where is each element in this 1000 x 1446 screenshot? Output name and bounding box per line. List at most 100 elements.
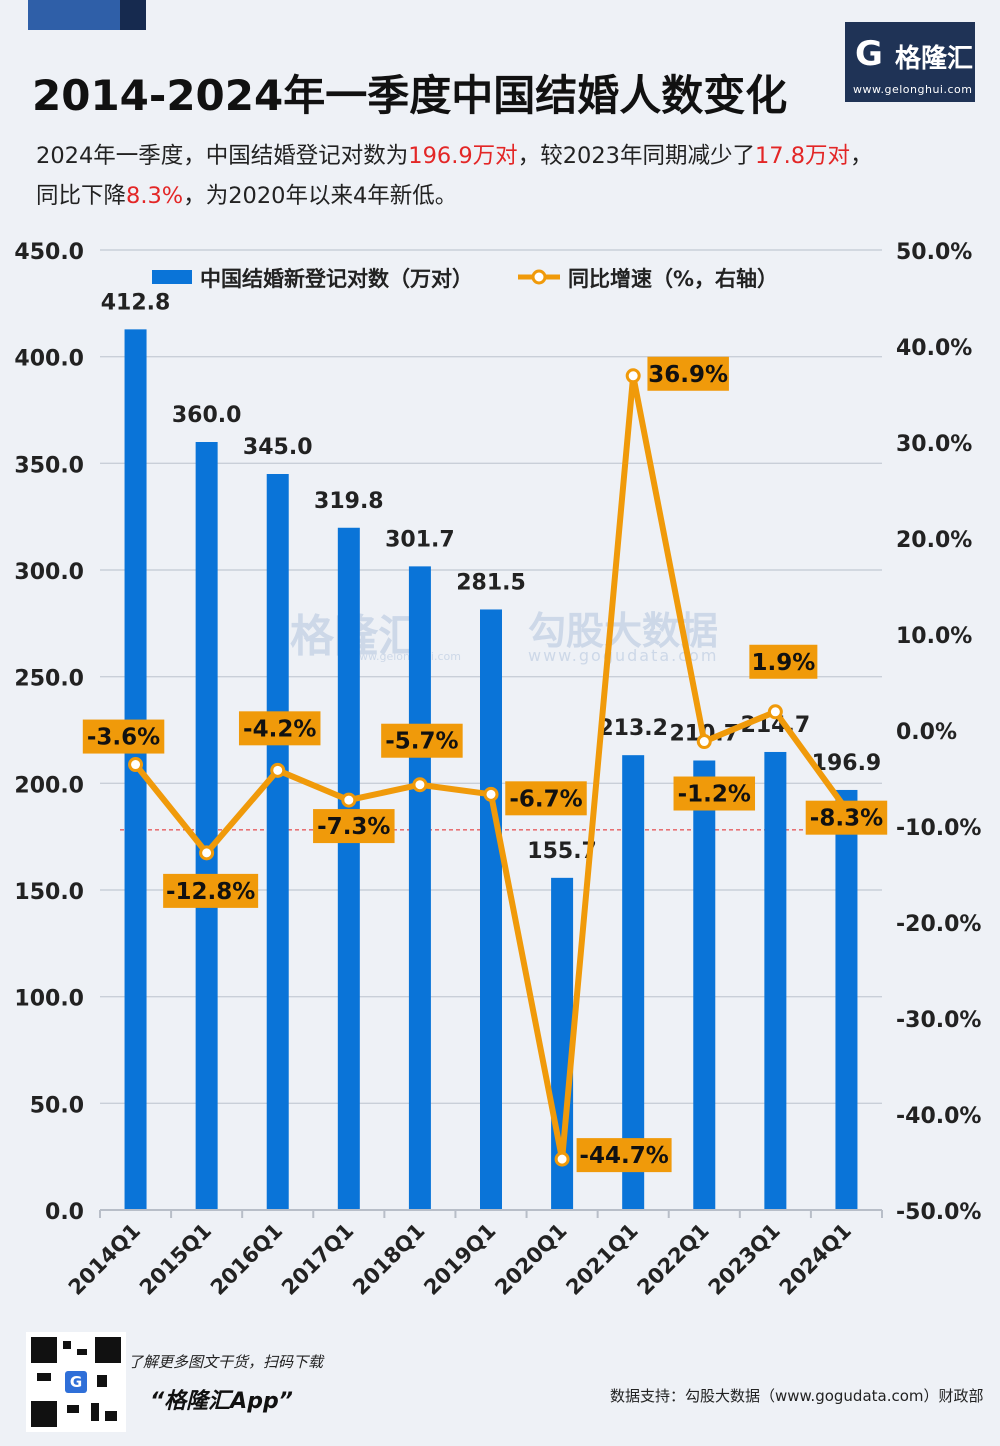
bar (622, 755, 645, 1210)
subtitle: 2024年一季度，中国结婚登记对数为196.9万对，较2023年同期减少了17.… (36, 136, 966, 216)
qr-module (91, 1403, 99, 1421)
line-value-label: -12.8% (166, 879, 255, 905)
x-tick-label: 2018Q1 (348, 1219, 429, 1300)
qr-module (63, 1341, 71, 1349)
legend: 中国结婚新登记对数（万对） 同比增速（%，右轴） (152, 267, 778, 291)
left-tick-label: 350.0 (14, 453, 84, 478)
bar-value-label: 412.8 (101, 290, 171, 315)
right-tick-label: -20.0% (896, 912, 981, 937)
bar (764, 751, 787, 1210)
bar-value-label: 301.7 (385, 527, 455, 552)
bar (337, 527, 360, 1210)
qr-finder (31, 1337, 57, 1363)
left-tick-label: 150.0 (14, 880, 84, 905)
line-label-box (805, 800, 888, 835)
subtitle-text: ，为2020年以来4年新低。 (183, 183, 458, 209)
line-value-label: 36.9% (648, 362, 728, 388)
bar-series (124, 329, 858, 1210)
subtitle-highlight: 8.3% (126, 183, 184, 209)
right-tick-label: 0.0% (896, 720, 957, 745)
line-label-box (313, 809, 395, 844)
right-tick-label: 50.0% (896, 240, 972, 265)
bar (195, 442, 218, 1210)
x-tick-label: 2017Q1 (277, 1219, 358, 1300)
bar-value-label: 281.5 (456, 570, 526, 595)
left-axis: 0.0 50.0 100.0 150.0 200.0 250.0 300.0 350.0 400… (14, 240, 84, 1225)
qr-module (77, 1349, 87, 1355)
left-tick-label: 50.0 (30, 1093, 84, 1118)
left-tick-label: 200.0 (14, 773, 84, 798)
bar (408, 566, 431, 1210)
logo-url: www.gelonghui.com (853, 83, 973, 96)
x-tick-label: 2023Q1 (704, 1219, 785, 1300)
page-title: 2014-2024年一季度中国结婚人数变化 (32, 71, 788, 120)
line-label-box (647, 356, 729, 391)
left-tick-label: 100.0 (14, 987, 84, 1012)
right-tick-label: -10.0% (896, 816, 981, 841)
line-label-box (163, 873, 259, 908)
subtitle-line-2: 同比下降8.3%，为2020年以来4年新低。 (36, 176, 966, 216)
line-point (696, 734, 712, 750)
line-value-label: -1.2% (678, 782, 751, 808)
left-tick-label: 400.0 (14, 347, 84, 372)
qr-code[interactable]: G (26, 1332, 126, 1432)
logo-g-icon: G (855, 34, 883, 74)
bar (693, 760, 716, 1210)
line-point (483, 786, 499, 802)
x-tick-label: 2021Q1 (561, 1219, 642, 1300)
line-label-box (576, 1138, 672, 1173)
line-label-box (673, 776, 756, 811)
line-value-label: -7.3% (317, 814, 390, 840)
qr-logo-icon: G (65, 1371, 87, 1393)
line-point (199, 845, 215, 861)
line-label-box (82, 719, 165, 754)
line-label-box (238, 711, 321, 746)
line-point (270, 762, 286, 778)
line-point (128, 757, 144, 773)
bar (835, 789, 858, 1210)
subtitle-text: ，较2023年同期减少了 (517, 143, 755, 169)
qr-finder (31, 1401, 57, 1427)
footer-app-name: “格隆汇App” (150, 1389, 293, 1414)
bar-value-label: 155.7 (527, 839, 597, 864)
subtitle-text: ， (850, 143, 873, 169)
line-label-box (381, 723, 463, 758)
x-tick-label: 2014Q1 (64, 1219, 145, 1300)
x-tick-label: 2015Q1 (135, 1219, 216, 1300)
bar-value-label: 319.8 (314, 489, 384, 514)
bar (480, 609, 502, 1210)
line-value-label: 1.9% (751, 650, 815, 676)
bar-value-label: 345.0 (243, 435, 313, 460)
line-value-label: -6.7% (509, 786, 582, 812)
x-axis: 2014Q12015Q12016Q12017Q12018Q12019Q12020… (64, 1209, 883, 1300)
subtitle-highlight: 196.9万对 (408, 143, 518, 169)
line-value-label: -5.7% (385, 729, 458, 755)
x-tick-label: 2022Q1 (633, 1219, 714, 1300)
line-point (341, 792, 357, 808)
right-axis: -50.0% -40.0% -30.0% -20.0% -10.0% 0.0% 10.0% 2… (896, 240, 981, 1225)
legend-bar-label: 中国结婚新登记对数（万对） (200, 267, 473, 291)
right-tick-label: 40.0% (896, 336, 972, 361)
bar-value-label: 196.9 (812, 751, 882, 776)
right-tick-label: 20.0% (896, 528, 972, 553)
x-tick-label: 2020Q1 (490, 1219, 571, 1300)
legend-bar-swatch (152, 270, 192, 284)
line-value-labels: -3.6% -12.8% -4.2% -7.3% -5.7% -6.7% -44.7% 36.… (82, 356, 888, 1173)
legend-line-marker (531, 269, 547, 285)
line-value-label: -4.2% (243, 716, 316, 742)
subtitle-highlight: 17.8万对 (754, 143, 851, 169)
left-tick-label: 250.0 (14, 667, 84, 692)
legend-line-label: 同比增速（%，右轴） (568, 267, 778, 291)
x-tick-label: 2024Q1 (775, 1219, 856, 1300)
qr-module (97, 1375, 107, 1387)
line-point (767, 704, 783, 720)
left-tick-label: 0.0 (45, 1200, 84, 1225)
line-label-box (505, 781, 587, 816)
bar-value-label: 213.2 (598, 716, 668, 741)
right-tick-label: -40.0% (896, 1104, 981, 1129)
line-value-label: -44.7% (579, 1143, 668, 1169)
brand-logo: G 格隆汇 www.gelonghui.com (845, 22, 975, 102)
footer-tip: 了解更多图文干货，扫码下载 (128, 1353, 324, 1371)
right-tick-label: 10.0% (896, 624, 972, 649)
